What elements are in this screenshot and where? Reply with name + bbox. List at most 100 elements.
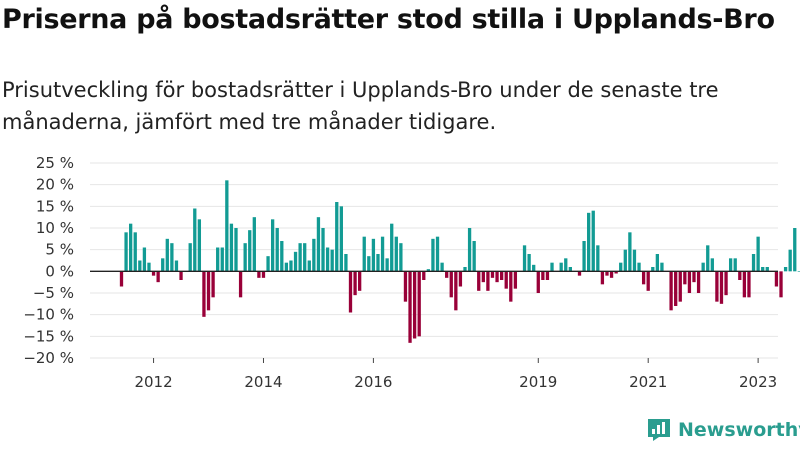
bar (353, 271, 357, 296)
bar (728, 258, 733, 272)
bar (248, 230, 252, 272)
bar (197, 219, 202, 272)
bar (252, 217, 256, 272)
bar (600, 271, 605, 285)
bar (710, 258, 714, 272)
x-axis: 2012201420162019202120232025 (134, 358, 777, 391)
bar (692, 271, 696, 283)
bar (390, 223, 394, 272)
chart-subtitle: Prisutveckling för bostadsrätter i Uppla… (2, 78, 719, 134)
bar (651, 267, 655, 272)
bar (742, 271, 747, 298)
bar (289, 260, 293, 272)
bar (426, 269, 431, 272)
bar (280, 241, 284, 272)
bar (559, 262, 563, 272)
bar (719, 271, 724, 304)
bar (335, 202, 339, 272)
bar (321, 228, 325, 272)
y-tick-label: −20 % (23, 349, 74, 367)
y-tick-label: 15 % (36, 197, 74, 215)
bar (669, 271, 673, 311)
bar (298, 243, 302, 272)
bar (632, 249, 637, 272)
bar (261, 271, 266, 278)
bar (257, 271, 261, 278)
bar (376, 254, 380, 272)
bar (303, 243, 307, 272)
bar (527, 254, 531, 272)
newsworthy-logo-icon (648, 419, 670, 441)
bar (765, 267, 769, 272)
x-tick-label: 2016 (354, 373, 392, 391)
bar (266, 256, 270, 272)
bar (193, 208, 197, 272)
bar (440, 262, 444, 272)
bar (472, 241, 476, 272)
bar (325, 247, 330, 272)
bar (536, 271, 540, 293)
bar (211, 271, 215, 298)
bar (467, 228, 472, 272)
bar (147, 262, 151, 272)
bar (614, 271, 618, 274)
bar (541, 271, 545, 280)
bar (655, 254, 660, 272)
y-axis: 25 % 20 % 15 % 10 % 5 % 0 % −5 % −10 % −15 % −20 … (23, 154, 74, 367)
bar (564, 258, 568, 272)
bar (783, 267, 788, 272)
bar (367, 256, 371, 272)
bar (412, 271, 417, 339)
bar (738, 271, 742, 280)
bar (481, 271, 485, 283)
bar (582, 241, 586, 272)
bar (170, 243, 174, 272)
bar (312, 238, 316, 272)
bar (761, 267, 765, 272)
bar (179, 271, 183, 280)
y-tick-label: 0 % (45, 262, 74, 280)
bar (733, 258, 737, 272)
bar (161, 258, 165, 272)
bar (596, 245, 600, 272)
bar (724, 271, 728, 296)
bar (747, 271, 751, 298)
bar (568, 267, 572, 272)
bar (156, 271, 160, 283)
bar (522, 245, 527, 272)
bar (284, 262, 289, 272)
chart-title: Priserna på bostadsrätter stod stilla i … (2, 4, 775, 35)
newsworthy-logo-text: Newsworthy (678, 419, 800, 441)
bar (330, 249, 334, 272)
bar (422, 271, 426, 280)
bar (486, 271, 490, 291)
bar (348, 271, 353, 313)
bar (687, 271, 692, 293)
bar (188, 243, 192, 272)
bar (706, 245, 710, 272)
bar (220, 247, 224, 272)
bar (490, 271, 495, 278)
bar (403, 271, 408, 302)
bar (344, 254, 348, 272)
bar (628, 232, 632, 272)
bar (577, 271, 582, 276)
bar (238, 271, 243, 298)
bar (380, 236, 385, 272)
bar (202, 271, 206, 317)
bar (495, 271, 499, 283)
bar (701, 262, 705, 272)
bar (133, 232, 137, 272)
bar (385, 258, 389, 272)
bar (243, 243, 247, 272)
y-tick-label: 10 % (36, 219, 74, 237)
bar (174, 260, 179, 272)
x-tick-label: 2019 (519, 373, 557, 391)
bar (609, 271, 614, 278)
bar (641, 271, 646, 285)
bar (129, 223, 133, 272)
bar (417, 271, 421, 337)
bar (458, 271, 463, 287)
bar (477, 271, 481, 291)
